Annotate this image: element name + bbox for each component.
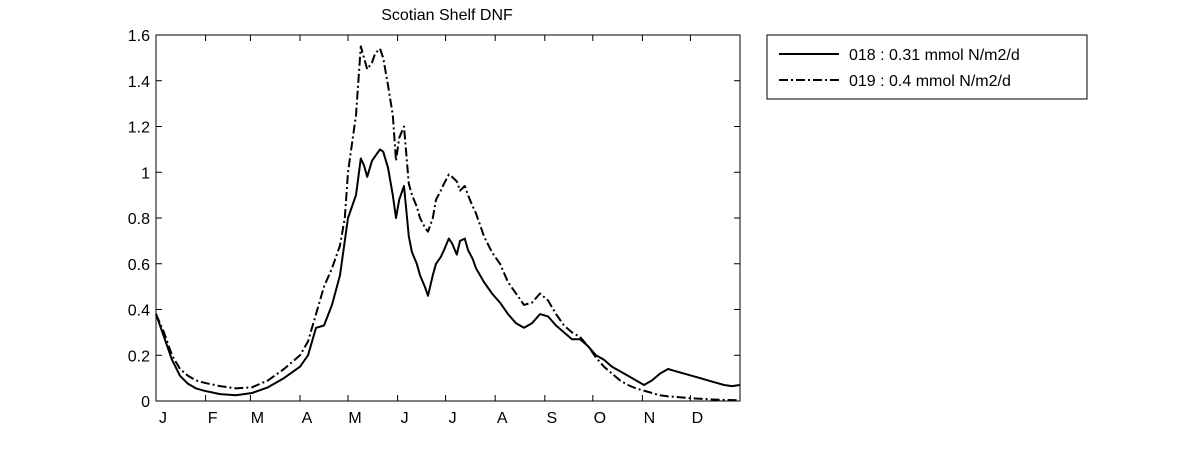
legend-label-2: 019 : 0.4 mmol N/m2/d [849,73,1011,90]
y-tick-label: 1.2 [128,120,150,137]
y-tick-label: 0.4 [128,303,150,320]
x-tick-label: M [348,410,361,427]
x-tick-label: S [546,410,557,427]
series-line-2 [155,45,740,402]
x-tick-label: A [302,410,313,427]
y-tick-label: 0.2 [128,348,150,365]
legend: 018 : 0.31 mmol N/m2/d 019 : 0.4 mmol N/m… [766,34,1088,100]
series-line-1 [155,148,741,397]
x-tick-label: A [497,410,508,427]
x-tick-label: M [251,410,264,427]
y-tick-label: 1.6 [128,28,150,45]
x-tick-label: J [159,410,167,427]
y-tick-label: 0 [141,394,150,411]
y-tick-label: 0.8 [128,211,150,228]
y-tick-label: 1.4 [128,74,150,91]
x-tick-label: F [208,410,218,427]
x-tick-label: D [692,410,704,427]
x-tick-label: N [644,410,656,427]
series-layer [155,45,741,402]
y-axis-ticks: 0 0.2 0.4 0.6 0.8 1 1.2 1.4 1.6 [128,28,740,411]
x-tick-label: O [594,410,606,427]
x-tick-label: J [401,410,409,427]
y-tick-label: 1 [141,165,150,182]
chart-title: Scotian Shelf DNF [381,7,513,24]
y-tick-label: 0.6 [128,257,150,274]
legend-label-1: 018 : 0.31 mmol N/m2/d [849,47,1020,64]
x-tick-label: J [449,410,457,427]
plot-area-frame [155,34,741,402]
legend-box [766,34,1088,100]
